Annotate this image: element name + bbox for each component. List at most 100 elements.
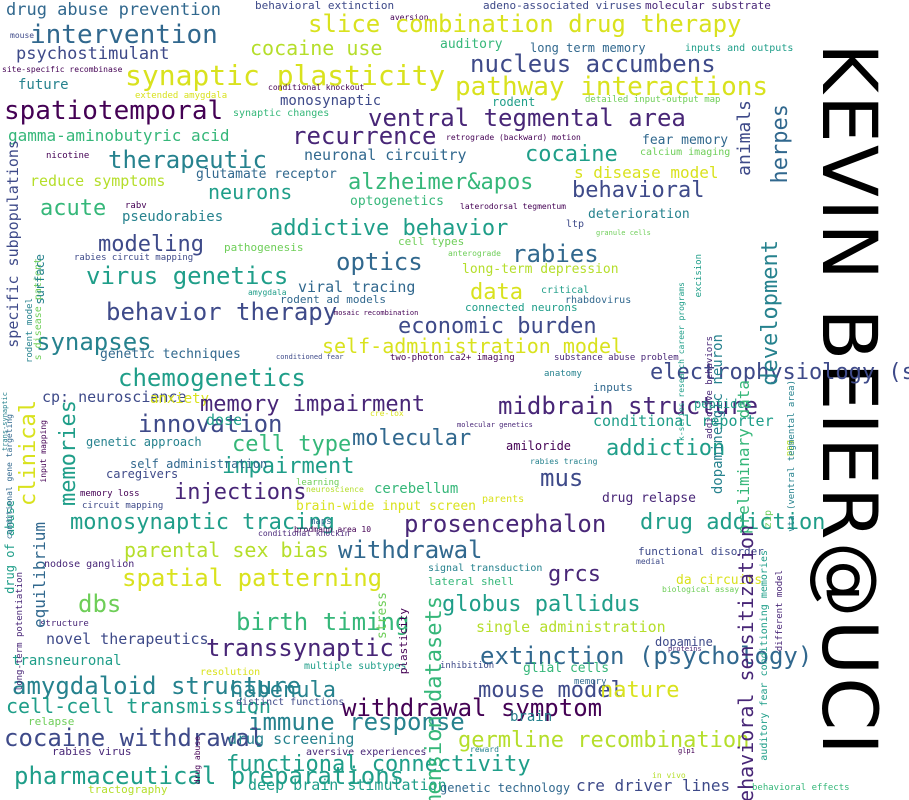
- word-equilibrium: clinical: [16, 400, 41, 506]
- word-maps: drug addiction: [640, 510, 826, 535]
- word-genetic-technology: deep brain stimulation: [248, 776, 447, 794]
- word-behavior-therapy: behavior therapy: [106, 298, 338, 326]
- word-behavioral-effects: tractography: [88, 783, 168, 796]
- word-laterodorsal-tegmentum: laterodorsal tegmentum: [460, 202, 566, 211]
- word-extinction-psychology: transneuronal: [12, 653, 122, 669]
- word-calcium-imaging: calcium imaging: [640, 147, 731, 158]
- word-memory: nature: [600, 678, 680, 703]
- word-preliminary-data: excision: [694, 254, 704, 298]
- word-cell-types: cell types: [398, 235, 465, 248]
- word-parental-sex-bias: conditional knockin: [258, 529, 350, 538]
- word-therapeutic: therapeutic: [108, 146, 267, 174]
- word-self-administration: impairment: [222, 454, 355, 479]
- word-inputs-and-outputs: inputs and outputs: [685, 43, 794, 54]
- word-optics: optics: [336, 248, 423, 276]
- word-cerebellum: rabies tracing: [530, 457, 598, 466]
- word-addictive-behavior: addictive behavior: [270, 216, 509, 241]
- word-site-specific-recombinase: site-specific recombinase: [2, 65, 123, 74]
- word-monosynaptic-tracing: parents: [482, 494, 525, 505]
- word-two-photon-ca2-imaging: conditioned fear: [276, 353, 344, 361]
- word-molecular-genetics: dose: [206, 411, 243, 429]
- word-high-dimension-datasets: vta (ventral tegmental area): [787, 380, 797, 532]
- word-molecular: cell type: [232, 432, 352, 457]
- word-nucleus-accumbens: nucleus accumbens: [470, 50, 716, 78]
- word-withdrawal-symptom: cell-cell transmission: [6, 694, 271, 718]
- word-trans-synaptic: rodent model: [25, 298, 35, 364]
- word-rabies-tracing: neuroscience: [306, 485, 364, 494]
- word-extended-amygdala: extended amygdala: [135, 91, 228, 101]
- word-reward: aversive experiences: [306, 747, 427, 758]
- word-aversion: aversion: [390, 13, 429, 22]
- word-retrograde-backward-motion: retrograde (backward) motion: [446, 133, 581, 142]
- word-dopamine: transsynaptic: [206, 634, 394, 662]
- word-drug-abuse-prevention: drug abuse prevention: [6, 0, 221, 20]
- word-deterioration: deterioration: [588, 207, 690, 222]
- word-pathogenesis: pathogenesis: [224, 241, 304, 254]
- word-connected-neurons: connected neurons: [465, 301, 578, 314]
- word-novel-therapeutics: single administration: [476, 618, 666, 636]
- word-pathway-interactions: pathway interactions: [455, 72, 769, 102]
- word-brodmann-area-10: maps: [310, 517, 332, 527]
- word-proteins: dopamine: [655, 635, 713, 649]
- word-molecular-substrate: molecular substrate: [645, 0, 771, 12]
- word-conditional-knockin: brodmann area 10: [294, 525, 372, 534]
- word-medial: grcs: [548, 562, 601, 587]
- word-input-mapping: conditional gene targeting: [5, 414, 14, 540]
- word-psychostimulant: psychostimulant: [16, 44, 170, 64]
- word-long-term-memory: long term memory: [530, 41, 646, 55]
- word-vta-ventral-tegmental-area: different model: [775, 570, 785, 652]
- word-withdrawal: parental sex bias: [124, 538, 329, 562]
- word-memories: plasticity: [397, 608, 410, 675]
- word-transsynaptic: novel therapeutics: [46, 630, 209, 648]
- word-dopaminergic-neuron: animals: [734, 100, 755, 176]
- word-conditional-reporter: molecular genetics: [457, 421, 533, 429]
- word-nature: mouse model: [478, 678, 624, 703]
- word-data: data: [470, 280, 523, 305]
- word-aversive-experiences: rabies virus: [52, 745, 132, 758]
- word-multiple-subtypes: resolution: [200, 667, 261, 678]
- word-development: behavioral sensitization: [734, 525, 758, 800]
- word-midbrain-structure: memory impairment: [200, 392, 426, 417]
- word-rabies-virus: germline recombination: [458, 728, 750, 753]
- word-herpes: behavioral effects: [752, 783, 850, 793]
- word-distinct-functions: relapse: [28, 715, 75, 728]
- word-behavioral-extinction: behavioral extinction: [255, 0, 395, 12]
- word-ltp: ltp: [566, 219, 585, 230]
- word-s-disease-model: s disease model: [574, 163, 719, 182]
- word-cre-driver-lines: genetic technology: [440, 781, 571, 795]
- word-lateral-shell: signal transduction: [428, 563, 543, 574]
- word-mosaic-recombination: mosaic recombination: [334, 309, 419, 317]
- word-fear-memory: fear memory: [642, 133, 729, 148]
- title-kevin-beier-uci: KEVIN BEIER@UCI: [805, 43, 894, 757]
- word-immune-response: distinct functions: [236, 697, 345, 708]
- word-brain: immune response: [248, 708, 465, 736]
- word-plasticity-modulation: cre-lox: [370, 409, 404, 418]
- word-functional-disorder: withdrawal: [338, 536, 483, 564]
- word-rabies: rabies: [512, 240, 599, 268]
- word-plasticity: stress: [375, 592, 390, 639]
- word-mouse-model: habenula: [230, 678, 336, 703]
- word-anxiety: cp: neuroscience: [42, 388, 187, 406]
- word-virus-genetics: virus genetics: [86, 262, 289, 290]
- word-transneuronal: proteins: [668, 645, 702, 653]
- word-anterograde: anterograde: [448, 249, 501, 258]
- word-nicotine: nicotine: [46, 151, 90, 161]
- word-neurons: neurons: [208, 180, 293, 204]
- word-chemogenetics: substance abuse problem: [554, 353, 679, 363]
- word-critical: critical: [541, 285, 590, 296]
- word-slice-combination-drug-therapy: slice combination drug therapy: [308, 10, 742, 38]
- word-biological-assay: globus pallidus: [442, 592, 641, 617]
- word-ppg: zip: [763, 510, 774, 529]
- word-long-term-depression: long-term depression: [462, 262, 619, 277]
- word-peptides: midbrain structure: [498, 392, 759, 420]
- word-animals: herpes: [768, 104, 793, 184]
- word-reduce-symptoms: reduce symptoms: [30, 172, 166, 190]
- word-drug-of-abuse: equilibrium: [30, 522, 49, 628]
- word-relapse: withdrawal symptom: [342, 694, 603, 722]
- word-drug-screening: cocaine withdrawal: [4, 724, 265, 752]
- word-cell-cell-transmission: memory: [574, 677, 607, 687]
- word-single-administration: structure: [40, 619, 89, 629]
- word-functional-connectivity: reward: [470, 745, 499, 754]
- word-pharmaceutical-preparations: functional connectivity: [226, 752, 531, 777]
- word-innovation: peptides: [694, 397, 752, 411]
